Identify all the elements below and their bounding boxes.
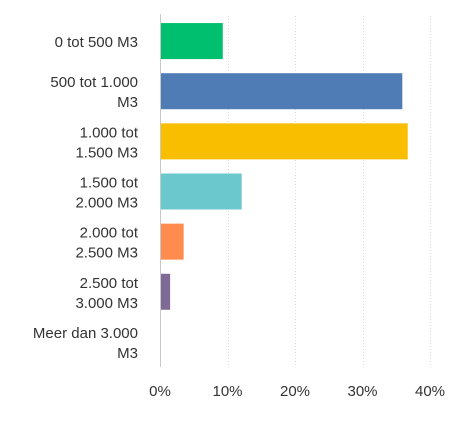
category-label: 500 tot 1.000 bbox=[50, 74, 138, 91]
bar bbox=[161, 173, 242, 210]
category-label: 0 tot 500 M3 bbox=[55, 34, 138, 51]
x-tick-label: 0% bbox=[149, 383, 171, 400]
bar bbox=[161, 273, 171, 310]
bar bbox=[161, 23, 223, 60]
x-tick-label: 40% bbox=[415, 383, 445, 400]
category-label: 1.500 tot bbox=[80, 175, 139, 192]
category-label: 1.500 M3 bbox=[75, 144, 138, 161]
category-label: Meer dan 3.000 bbox=[33, 325, 138, 342]
category-label: 2.000 tot bbox=[80, 225, 139, 242]
category-label: 2.500 M3 bbox=[75, 245, 138, 262]
x-tick-label: 30% bbox=[347, 383, 377, 400]
category-label: 3.000 M3 bbox=[75, 295, 138, 312]
bar bbox=[161, 73, 403, 110]
category-label: 2.000 M3 bbox=[75, 195, 138, 212]
category-label: 1.000 tot bbox=[80, 124, 139, 141]
category-label: M3 bbox=[117, 345, 138, 362]
bar bbox=[161, 223, 184, 260]
bar bbox=[161, 123, 408, 160]
x-tick-label: 20% bbox=[280, 383, 310, 400]
x-tick-label: 10% bbox=[212, 383, 242, 400]
category-label: 2.500 tot bbox=[80, 275, 139, 292]
category-label: M3 bbox=[117, 94, 138, 111]
